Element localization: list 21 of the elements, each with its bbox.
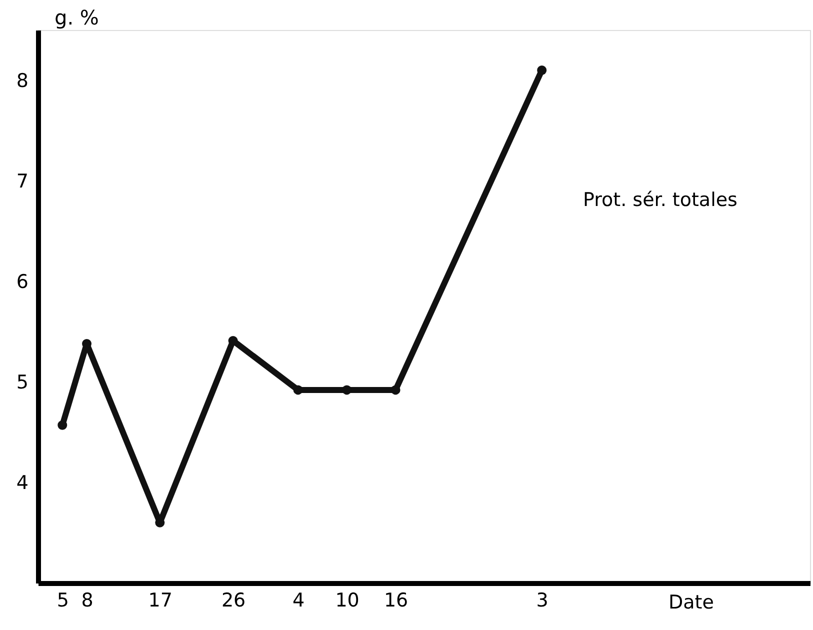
x-tick-label: 8 [81, 590, 94, 612]
x-tick-label: 4 [292, 590, 305, 612]
x-axis-title: Date [668, 592, 714, 614]
x-tick-label: 3 [536, 590, 548, 612]
y-tick-label: 7 [16, 170, 28, 192]
x-tick-label: 5 [56, 590, 69, 612]
y-tick-label: 8 [16, 70, 28, 92]
point [342, 385, 352, 395]
y-axis-title: g. % [54, 6, 99, 30]
x-tick-label: 10 [335, 590, 360, 612]
x-tick-label: 16 [384, 590, 408, 612]
y-tick-label: 6 [16, 270, 28, 293]
y-tick-label: 4 [16, 472, 28, 494]
point [537, 65, 547, 75]
point [58, 420, 68, 430]
x-tick-label: 17 [148, 590, 172, 612]
x-tick-label: 26 [221, 590, 246, 612]
text: Prot. sér. totales [583, 189, 738, 211]
y-tick-label: 5 [16, 371, 28, 394]
point [390, 385, 400, 395]
point [293, 385, 303, 395]
